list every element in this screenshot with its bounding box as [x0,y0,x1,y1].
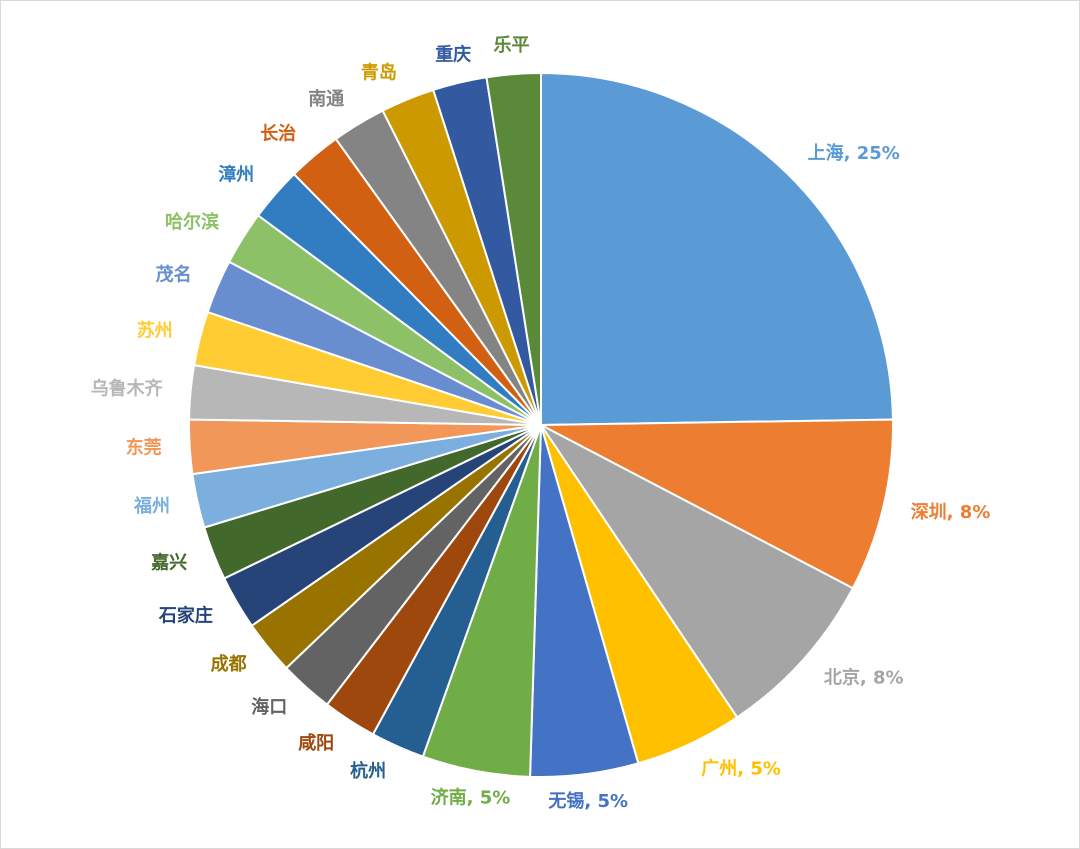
pie-label-16: 茂名 [156,264,192,286]
pie-label-2: 北京, 8% [824,667,904,689]
pie-label-20: 南通 [308,88,344,110]
pie-slice-2 [540,424,855,719]
pie-label-7: 咸阳 [298,733,334,754]
pie-label-0: 上海, 25% [808,142,900,164]
pie-label-18: 漳州 [218,164,254,186]
pie-label-22: 重庆 [435,43,471,65]
pie-label-11: 嘉兴 [150,553,187,574]
pie-label-15: 苏州 [137,319,173,341]
pie-label-12: 福州 [133,495,170,517]
pie-label-19: 长治 [260,122,296,144]
pie-label-9: 成都 [211,653,247,675]
slice-labels: 上海, 25% 深圳, 8% 北京, 8% 广州, 5% 无锡, 5% 济南, 5% 杭州咸… [91,35,991,812]
pie-label-14: 乌鲁木齐 [91,378,164,400]
slices [188,71,894,778]
pie-label-6: 杭州 [350,760,386,782]
pie-label-1: 深圳, 8% [911,501,991,523]
pie-label-10: 石家庄 [158,605,213,627]
pie-label-5: 济南, 5% [431,786,511,808]
pie-label-4: 无锡, 5% [548,790,628,812]
pie-label-23: 乐平 [494,35,530,56]
pie-slice-23 [485,71,542,426]
pie-label-17: 哈尔滨 [165,211,219,233]
pie-label-21: 青岛 [361,61,397,83]
pie-slice-0 [540,71,894,427]
pie-slice-1 [540,418,894,590]
pie-label-13: 东莞 [126,437,162,459]
pie-label-3: 广州, 5% [701,758,781,780]
pie-label-8: 海口 [251,696,287,718]
